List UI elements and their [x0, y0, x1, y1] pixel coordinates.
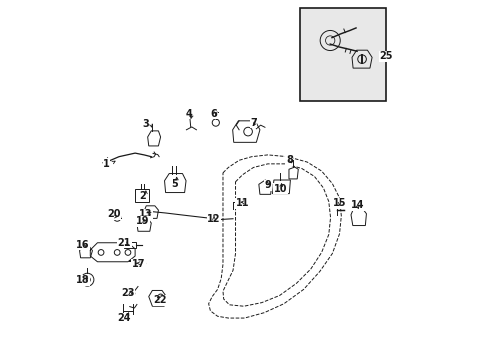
Text: 7: 7 [249, 118, 256, 128]
Text: 8: 8 [285, 155, 292, 165]
Text: 23: 23 [121, 288, 134, 298]
Text: 14: 14 [350, 200, 364, 210]
Text: 17: 17 [132, 259, 145, 269]
Text: 5: 5 [171, 179, 178, 189]
Text: 6: 6 [210, 109, 217, 119]
Text: 1: 1 [103, 159, 110, 169]
Text: 18: 18 [76, 275, 89, 285]
Text: 22: 22 [153, 295, 166, 305]
Text: 4: 4 [185, 109, 192, 119]
Text: 21: 21 [118, 238, 131, 248]
Text: 12: 12 [207, 215, 220, 224]
Text: 3: 3 [142, 120, 149, 129]
Text: 2: 2 [139, 191, 145, 201]
Text: 16: 16 [76, 239, 89, 249]
Text: 19: 19 [135, 216, 149, 226]
Text: 13: 13 [139, 209, 152, 219]
Bar [300, 8, 386, 101]
Text: 15: 15 [332, 198, 346, 208]
Text: 11: 11 [236, 198, 249, 208]
Text: 9: 9 [264, 180, 271, 190]
Text: 20: 20 [107, 209, 120, 219]
Text: 10: 10 [273, 184, 286, 194]
Text: 25: 25 [379, 51, 392, 61]
Text: 24: 24 [118, 313, 131, 323]
